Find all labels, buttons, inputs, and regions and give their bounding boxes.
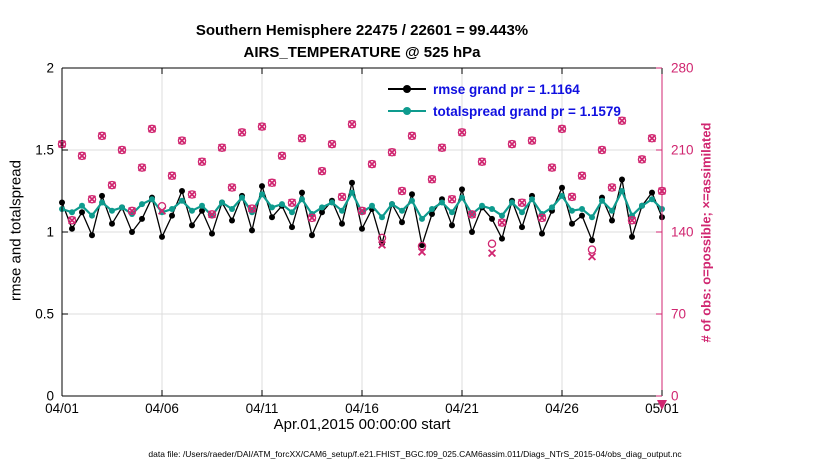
rmse-dot-swatch xyxy=(403,85,411,93)
figure-subtitle: AIRS_TEMPERATURE @ 525 hPa xyxy=(243,44,481,61)
svg-text:1: 1 xyxy=(46,225,54,240)
legend-label-totalspread: totalspread grand pr = 1.1579 xyxy=(433,103,621,119)
legend-item-rmse: rmse grand pr = 1.1164 xyxy=(388,78,621,100)
svg-text:1.5: 1.5 xyxy=(35,143,54,158)
data-file-caption: data file: /Users/raeder/DAI/ATM_forcXX/… xyxy=(148,449,682,459)
legend: rmse grand pr = 1.1164 totalspread grand… xyxy=(388,78,621,122)
svg-text:04/01: 04/01 xyxy=(45,401,79,416)
svg-text:04/21: 04/21 xyxy=(445,401,479,416)
totalspread-dot-swatch xyxy=(403,107,411,115)
tick-labels: 04/0104/0604/1104/1604/2104/2605/0100.51… xyxy=(35,61,693,417)
left-axis-label: rmse and totalspread xyxy=(7,160,25,301)
svg-text:0.5: 0.5 xyxy=(35,307,54,322)
rmse-line-marker-icon xyxy=(388,84,426,94)
svg-text:140: 140 xyxy=(671,225,694,240)
svg-text:210: 210 xyxy=(671,143,694,158)
legend-item-totalspread: totalspread grand pr = 1.1579 xyxy=(388,100,621,122)
svg-text:280: 280 xyxy=(671,61,694,76)
svg-text:04/06: 04/06 xyxy=(145,401,179,416)
x-axis-label: Apr.01,2015 00:00:00 start xyxy=(273,416,451,433)
svg-text:04/26: 04/26 xyxy=(545,401,579,416)
svg-text:70: 70 xyxy=(671,307,686,322)
right-axis-label: # of obs: o=possible; ×=assimilated xyxy=(698,122,714,343)
svg-text:0: 0 xyxy=(46,389,54,404)
svg-text:0: 0 xyxy=(671,389,679,404)
svg-text:04/16: 04/16 xyxy=(345,401,379,416)
offscale-down-arrow-icon xyxy=(657,400,667,410)
figure-title: Southern Hemisphere 22475 / 22601 = 99.4… xyxy=(195,22,529,39)
assimilated-obs-markers xyxy=(57,116,667,261)
legend-label-rmse: rmse grand pr = 1.1164 xyxy=(433,81,580,97)
totalspread-line-marker-icon xyxy=(388,106,426,116)
svg-text:2: 2 xyxy=(46,61,54,76)
possible-obs-markers xyxy=(57,116,667,254)
tick-marks xyxy=(61,67,663,397)
rmse-series xyxy=(59,176,665,249)
svg-text:04/11: 04/11 xyxy=(246,401,279,416)
